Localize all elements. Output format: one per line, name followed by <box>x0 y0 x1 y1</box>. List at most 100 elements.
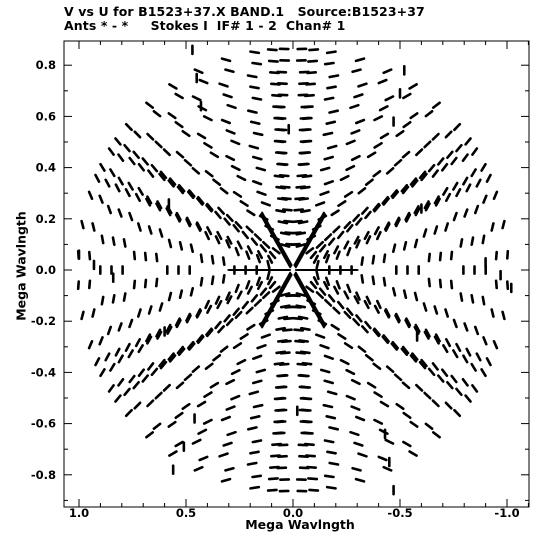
uv-point <box>275 209 287 214</box>
uv-point <box>323 61 335 66</box>
uv-point <box>196 334 204 343</box>
uv-point <box>349 103 360 110</box>
uv-point <box>373 115 384 122</box>
uv-point <box>197 335 205 345</box>
uv-point <box>234 283 240 294</box>
uv-point <box>168 177 177 186</box>
uv-point <box>382 276 387 287</box>
uv-point <box>87 339 94 350</box>
uv-point <box>152 110 162 118</box>
uv-point <box>289 264 293 269</box>
uv-point <box>303 245 308 250</box>
uv-point <box>289 271 293 276</box>
uv-point <box>272 234 277 239</box>
uv-point <box>323 354 335 361</box>
uv-point <box>490 222 495 232</box>
uv-point <box>299 185 311 190</box>
uv-point <box>245 280 251 290</box>
uv-point <box>177 347 186 357</box>
uv-point <box>353 235 360 245</box>
uv-point <box>181 130 191 138</box>
uv-point <box>328 426 340 431</box>
uv-point <box>239 200 249 207</box>
uv-point <box>311 231 316 236</box>
uv-point <box>302 288 307 293</box>
uv-point <box>284 256 289 261</box>
uv-point <box>375 230 382 241</box>
uv-point <box>294 273 298 278</box>
uv-point <box>301 286 306 292</box>
uv-point <box>318 244 327 253</box>
uv-point <box>442 344 449 354</box>
uv-point <box>268 250 277 260</box>
uv-point <box>260 323 264 328</box>
uv-point <box>277 243 282 248</box>
uv-point <box>94 357 101 367</box>
uv-point <box>312 306 317 311</box>
uv-point <box>325 50 337 55</box>
uv-point <box>189 243 194 253</box>
uv-point <box>283 253 287 258</box>
uv-point <box>202 115 213 122</box>
uv-point <box>327 294 336 303</box>
uv-point <box>146 399 155 408</box>
uv-point <box>273 300 277 305</box>
uv-point <box>256 250 264 260</box>
uv-point <box>275 296 279 301</box>
uv-point <box>159 170 168 180</box>
uv-point <box>220 57 232 63</box>
uv-point <box>264 315 269 320</box>
uv-point <box>326 85 337 90</box>
uv-point <box>270 304 275 309</box>
uv-point <box>299 253 303 258</box>
uv-point <box>124 122 133 132</box>
uv-point <box>373 204 381 213</box>
uv-point <box>313 307 317 312</box>
uv-point <box>357 82 368 88</box>
uv-point <box>191 365 201 374</box>
uv-point <box>251 439 263 444</box>
uv-point <box>195 309 202 319</box>
uv-point <box>147 169 155 178</box>
uv-point <box>379 400 390 408</box>
uv-point <box>203 391 213 399</box>
uv-point <box>212 353 222 362</box>
uv-point <box>285 257 290 263</box>
uv-point <box>304 291 308 296</box>
uv-point <box>143 251 148 262</box>
uv-point <box>210 254 215 265</box>
uv-point <box>132 250 137 261</box>
uv-point <box>232 342 243 350</box>
uv-point <box>280 287 284 292</box>
uv-point <box>275 240 280 245</box>
uv-point <box>482 194 488 204</box>
y-tick-label: 0.2 <box>36 212 56 226</box>
uv-point <box>350 405 361 411</box>
uv-point <box>452 211 458 222</box>
uv-point <box>273 235 277 240</box>
uv-point <box>436 157 445 166</box>
uv-point <box>265 222 270 227</box>
uv-point <box>278 291 282 296</box>
uv-point <box>383 221 391 231</box>
uv-point <box>345 164 356 172</box>
uv-point <box>326 144 338 150</box>
uv-point <box>322 211 327 216</box>
uv-point <box>191 167 201 175</box>
uv-point <box>413 205 420 215</box>
uv-point <box>256 190 267 196</box>
uv-point <box>299 283 304 288</box>
uv-point <box>137 163 145 172</box>
uv-point <box>252 379 263 385</box>
uv-point <box>471 384 479 393</box>
uv-point <box>494 250 499 261</box>
uv-point <box>236 174 247 182</box>
uv-point <box>433 335 440 345</box>
uv-point <box>174 92 184 100</box>
y-tick-label: 0.0 <box>36 263 56 277</box>
uv-point <box>336 300 345 310</box>
uv-point <box>482 336 488 346</box>
uv-point <box>145 101 154 109</box>
uv-point <box>505 249 510 260</box>
uv-point <box>224 68 235 74</box>
